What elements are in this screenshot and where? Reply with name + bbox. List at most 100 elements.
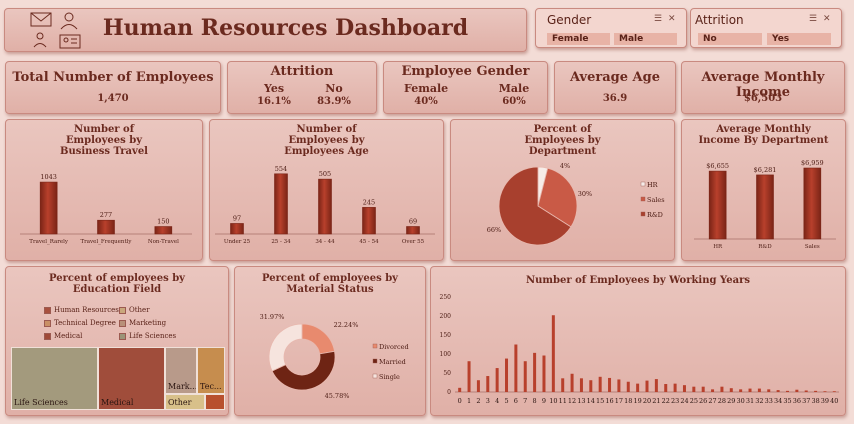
legend-label: Other bbox=[129, 306, 150, 314]
data-label: 4% bbox=[560, 162, 570, 170]
x-tick-label: 7 bbox=[523, 397, 527, 405]
bar bbox=[486, 376, 490, 392]
category-label: 45 - 54 bbox=[359, 239, 379, 245]
x-tick-label: 10 bbox=[549, 397, 557, 405]
treemap-tile: ... bbox=[205, 394, 225, 410]
x-tick-label: 8 bbox=[533, 397, 537, 405]
legend-label: HR bbox=[647, 181, 659, 189]
x-tick-label: 30 bbox=[737, 397, 745, 405]
data-label: 30% bbox=[578, 190, 592, 198]
legend-swatch bbox=[640, 211, 646, 217]
gender-male-button[interactable]: Male bbox=[614, 33, 677, 45]
treemap-label: Medical bbox=[101, 398, 134, 407]
bar bbox=[230, 223, 244, 235]
bar bbox=[654, 379, 658, 392]
x-tick-label: 9 bbox=[542, 397, 546, 405]
clear-filter-icon[interactable]: ✕ bbox=[823, 14, 831, 24]
x-tick-label: 28 bbox=[718, 397, 726, 405]
x-tick-label: 22 bbox=[662, 397, 670, 405]
x-tick-label: 6 bbox=[514, 397, 518, 405]
bar bbox=[729, 388, 733, 392]
attrition-yes-button[interactable]: Yes bbox=[767, 33, 831, 45]
category-label: Under 25 bbox=[224, 239, 251, 245]
chart-title: Number of Employees by Business Travel bbox=[60, 124, 148, 157]
x-tick-label: 24 bbox=[680, 397, 688, 405]
bar bbox=[551, 315, 555, 392]
bar bbox=[804, 390, 808, 392]
pie-slice bbox=[271, 350, 336, 391]
multi-select-icon[interactable]: ☰ bbox=[654, 14, 663, 24]
legend-swatch bbox=[640, 196, 646, 202]
bar bbox=[795, 389, 799, 392]
bar bbox=[636, 383, 640, 392]
bar bbox=[561, 378, 565, 392]
kpi-title: Attrition bbox=[270, 64, 334, 79]
data-label: 66% bbox=[487, 226, 501, 234]
category-label: Non-Travel bbox=[148, 239, 179, 245]
bar bbox=[589, 380, 593, 392]
kpi-value: 36.9 bbox=[602, 93, 628, 104]
x-tick-label: 23 bbox=[671, 397, 679, 405]
x-tick-label: 31 bbox=[746, 397, 754, 405]
treemap-label: Other bbox=[168, 398, 192, 407]
bar bbox=[476, 380, 480, 392]
data-label: 69 bbox=[409, 218, 417, 226]
legend-item: Technical Degree bbox=[44, 319, 116, 327]
bar bbox=[832, 391, 836, 392]
legend-label: Divorced bbox=[379, 343, 409, 351]
gender-slicer[interactable]: Gender ☰ ✕ Female Male bbox=[535, 8, 687, 48]
kpi-value: $6,503 bbox=[743, 93, 783, 104]
attrition-no-button[interactable]: No bbox=[698, 33, 762, 45]
kpi-title: Average Age bbox=[570, 70, 660, 85]
education-chart-panel: Percent of employees by Education Field … bbox=[5, 266, 229, 416]
age-chart: 97 Under 25 554 25 - 34 505 34 - 44 245 45 - 54… bbox=[215, 165, 435, 245]
x-tick-label: 17 bbox=[615, 397, 623, 405]
chart-title: Percent of Employees by Department bbox=[524, 124, 601, 157]
x-tick-label: 26 bbox=[699, 397, 707, 405]
category-label: HR bbox=[713, 244, 723, 250]
bar bbox=[711, 389, 715, 392]
gender-female-button[interactable]: Female bbox=[547, 33, 610, 45]
bar bbox=[406, 226, 420, 235]
x-tick-label: 38 bbox=[811, 397, 819, 405]
page-title: Human Resources Dashboard bbox=[102, 15, 469, 41]
data-label: 150 bbox=[157, 218, 169, 226]
bar bbox=[523, 361, 527, 392]
treemap-tile: Mark... bbox=[165, 347, 197, 394]
x-tick-label: 25 bbox=[690, 397, 698, 405]
bar bbox=[748, 388, 752, 392]
legend-label: Medical bbox=[54, 332, 83, 340]
x-tick-label: 14 bbox=[587, 397, 595, 405]
bar bbox=[756, 174, 774, 240]
attrition-yes-value: 16.1% bbox=[257, 96, 291, 107]
bar bbox=[97, 219, 115, 235]
data-label: 22.24% bbox=[334, 321, 359, 329]
envelope-person-icon bbox=[30, 12, 52, 48]
data-label: 245 bbox=[363, 198, 375, 206]
y-tick-label: 200 bbox=[440, 313, 452, 320]
category-label: Over 55 bbox=[402, 239, 425, 245]
gender-male-label: Male bbox=[498, 82, 530, 95]
x-tick-label: 13 bbox=[577, 397, 585, 405]
pie-slice bbox=[301, 323, 335, 355]
multi-select-icon[interactable]: ☰ bbox=[809, 14, 818, 24]
travel-chart-panel: Number of Employees by Business Travel 1… bbox=[5, 119, 203, 261]
legend-label: R&D bbox=[647, 211, 663, 219]
pie-slice bbox=[537, 167, 578, 228]
treemap-tile: Tec... De... bbox=[197, 347, 225, 394]
x-tick-label: 12 bbox=[568, 397, 576, 405]
data-label: $6,959 bbox=[801, 159, 824, 167]
bar bbox=[274, 173, 288, 235]
x-tick-label: 27 bbox=[708, 397, 716, 405]
clear-filter-icon[interactable]: ✕ bbox=[668, 14, 676, 24]
bar bbox=[785, 390, 789, 392]
kpi-average-age: Average Age 36.9 bbox=[554, 61, 676, 114]
age-chart-panel: Number of Employees by Employees Age 97 U… bbox=[209, 119, 444, 261]
data-label: $6,655 bbox=[706, 162, 729, 170]
x-tick-label: 2 bbox=[476, 397, 480, 405]
attrition-slicer[interactable]: Attrition ☰ ✕ No Yes bbox=[690, 8, 842, 48]
legend-swatch bbox=[119, 306, 126, 314]
bar bbox=[362, 207, 376, 235]
bar bbox=[318, 178, 332, 235]
kpi-title: Total Number of Employees bbox=[12, 70, 214, 85]
